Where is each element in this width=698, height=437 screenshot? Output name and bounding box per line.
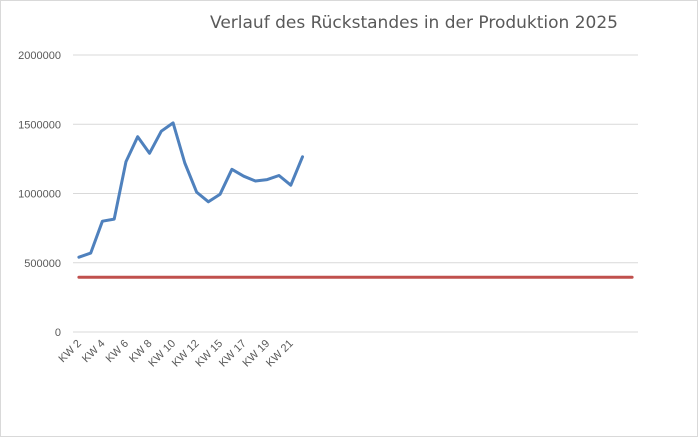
chart-title: Verlauf des Rückstandes in der Produktio… bbox=[210, 13, 618, 33]
y-tick-label: 1500000 bbox=[18, 119, 61, 131]
y-tick-label: 0 bbox=[55, 327, 61, 339]
x-tick-label: KW 21 bbox=[264, 338, 296, 370]
series-line-blue bbox=[77, 121, 304, 259]
y-tick-label: 2000000 bbox=[18, 50, 61, 62]
x-tick-label: KW 2 bbox=[56, 338, 84, 366]
x-tick-label: KW 6 bbox=[104, 338, 132, 366]
y-tick-label: 500000 bbox=[24, 258, 61, 270]
x-tick-label: KW 4 bbox=[80, 338, 108, 366]
y-tick-label: 1000000 bbox=[18, 189, 61, 201]
